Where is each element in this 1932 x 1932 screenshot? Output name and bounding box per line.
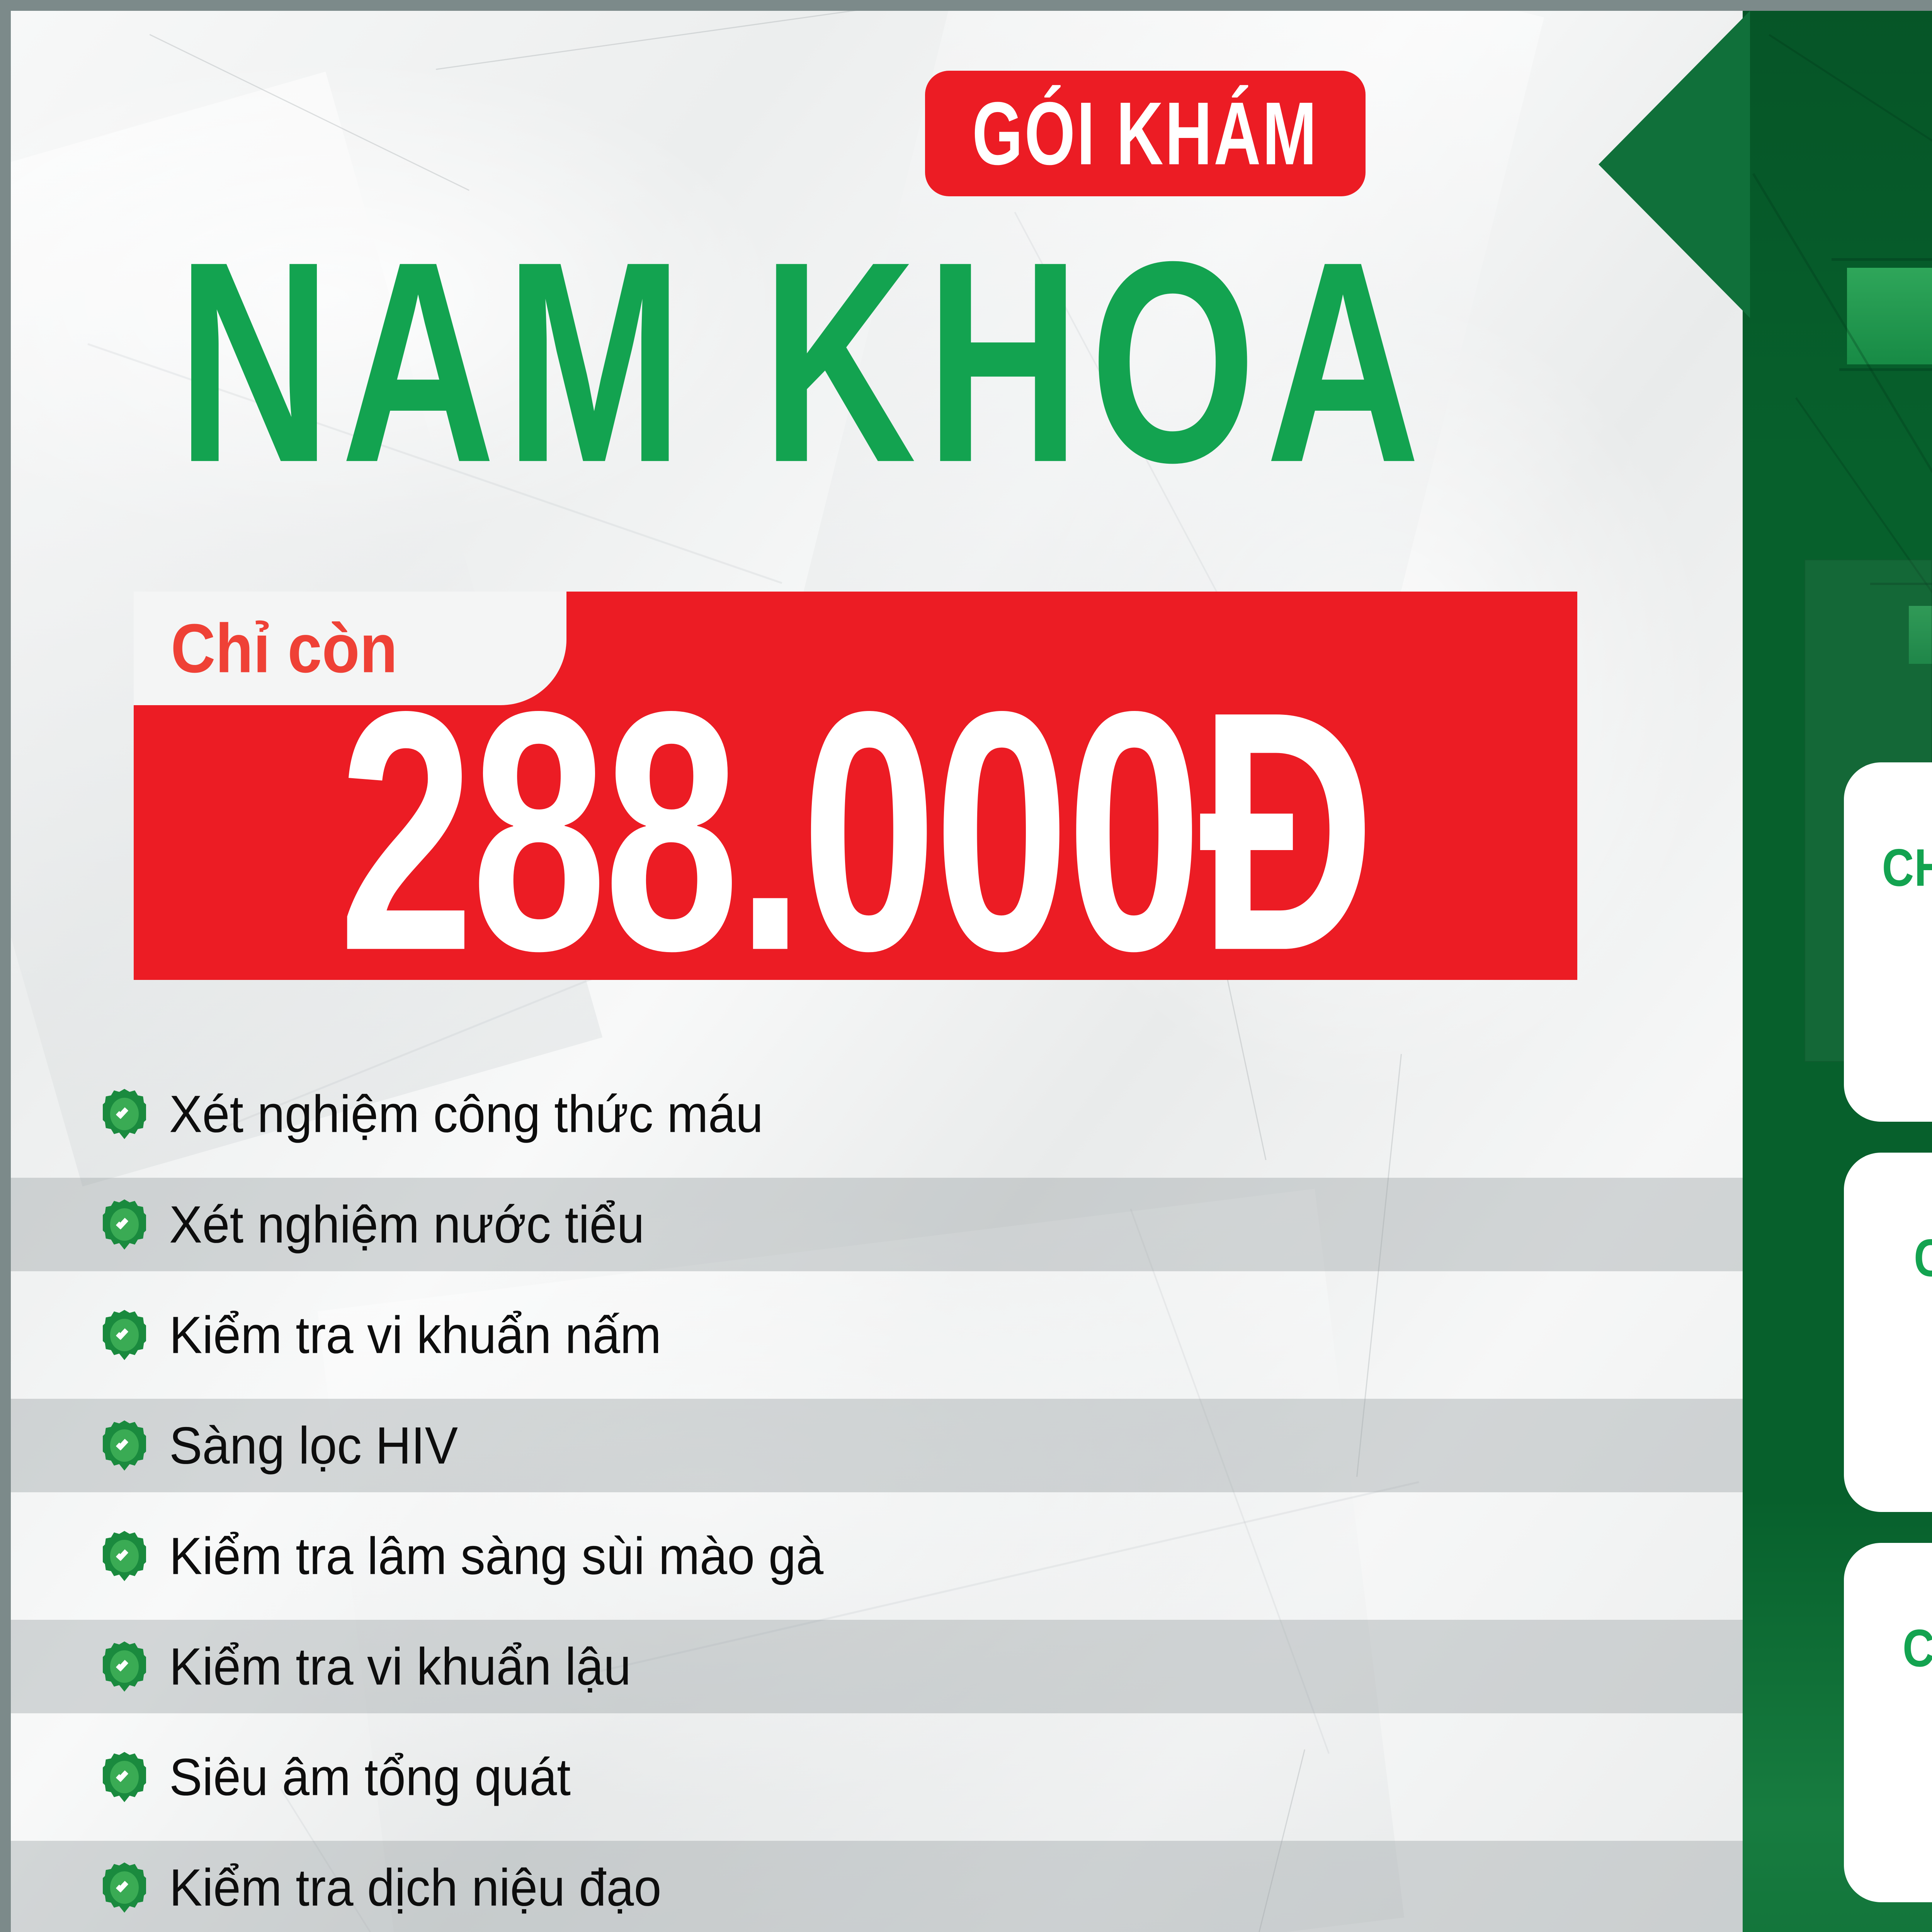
list-item: Xét nghiệm công thức máu (11, 1059, 1743, 1169)
list-item-label: Kiểm tra vi khuẩn lậu (169, 1637, 631, 1696)
list-item-label: Kiểm tra vi khuẩn nấm (169, 1306, 662, 1364)
goi-kham-label: GÓI KHÁM (972, 83, 1318, 184)
promo-card-title: CHI PHÍ ĐIỀU TRỊ GIẢM (1914, 1228, 1932, 1289)
list-item-label: Siêu âm tổng quát (169, 1748, 571, 1806)
list-item-label: Kiểm tra lâm sàng sùi mào gà (169, 1527, 824, 1585)
check-seal-icon (103, 1420, 146, 1471)
check-seal-icon (103, 1641, 146, 1692)
price-prefix-label: Chỉ còn (171, 609, 398, 687)
list-item: Sàng lọc HIV (11, 1390, 1743, 1501)
list-item: Kiểm tra dịch niệu đạo (11, 1832, 1743, 1932)
check-seal-icon (103, 1199, 146, 1250)
list-item-label: Xét nghiệm nước tiểu (169, 1195, 645, 1254)
service-checklist: Xét nghiệm công thức máu Xét nghiệm nước… (11, 1059, 1743, 1932)
check-seal-icon (103, 1752, 146, 1802)
list-item-label: Xét nghiệm công thức máu (169, 1085, 764, 1143)
ceiling-light (1909, 606, 1932, 664)
promo-card-title: CHI PHÍ THỦ THUẬT GIẢM (1882, 838, 1932, 898)
poster-canvas: GÓI KHÁM NAM KHOA Chỉ còn 288.000Đ Xét n… (11, 11, 1932, 1932)
price-amount-value: 288.000Đ (338, 640, 1375, 1022)
check-seal-icon (103, 1310, 146, 1360)
price-block: Chỉ còn 288.000Đ (134, 592, 1577, 1021)
list-item: Kiểm tra vi khuẩn lậu (11, 1611, 1743, 1722)
ceiling-line (1832, 258, 1932, 261)
list-item: Kiểm tra vi khuẩn nấm (11, 1280, 1743, 1390)
promo-card-title: CHI PHÍ KIỂM TRA GIẢM (1902, 1619, 1932, 1678)
check-seal-icon (103, 1531, 146, 1581)
ceiling-line (1870, 583, 1932, 585)
promo-card: CHI PHÍ KIỂM TRA GIẢM 30 % (1844, 1543, 1932, 1902)
list-item-label: Kiểm tra dịch niệu đạo (169, 1858, 662, 1917)
page-title: NAM KHOA (177, 202, 1430, 522)
promo-card: CHI PHÍ THỦ THUẬT GIẢM 50 % (1844, 762, 1932, 1122)
check-seal-icon (103, 1089, 146, 1139)
list-item: Siêu âm tổng quát (11, 1722, 1743, 1832)
price-amount-wrap: 288.000Đ (134, 641, 1577, 1021)
price-prefix-tab: Chỉ còn (134, 592, 566, 705)
check-seal-icon (103, 1862, 146, 1913)
list-item: Kiểm tra lâm sàng sùi mào gà (11, 1501, 1743, 1611)
ceiling-light (1847, 268, 1932, 364)
list-item-label: Sàng lọc HIV (169, 1416, 458, 1475)
list-item: Xét nghiệm nước tiểu (11, 1169, 1743, 1280)
ceiling-line (1839, 368, 1932, 371)
promo-card: CHI PHÍ ĐIỀU TRỊ GIẢM 30 % (1844, 1153, 1932, 1512)
promo-card-stack: CHI PHÍ THỦ THUẬT GIẢM 50 % CHI PHÍ ĐIỀU… (1743, 11, 1932, 1932)
goi-kham-badge: GÓI KHÁM (925, 71, 1366, 196)
